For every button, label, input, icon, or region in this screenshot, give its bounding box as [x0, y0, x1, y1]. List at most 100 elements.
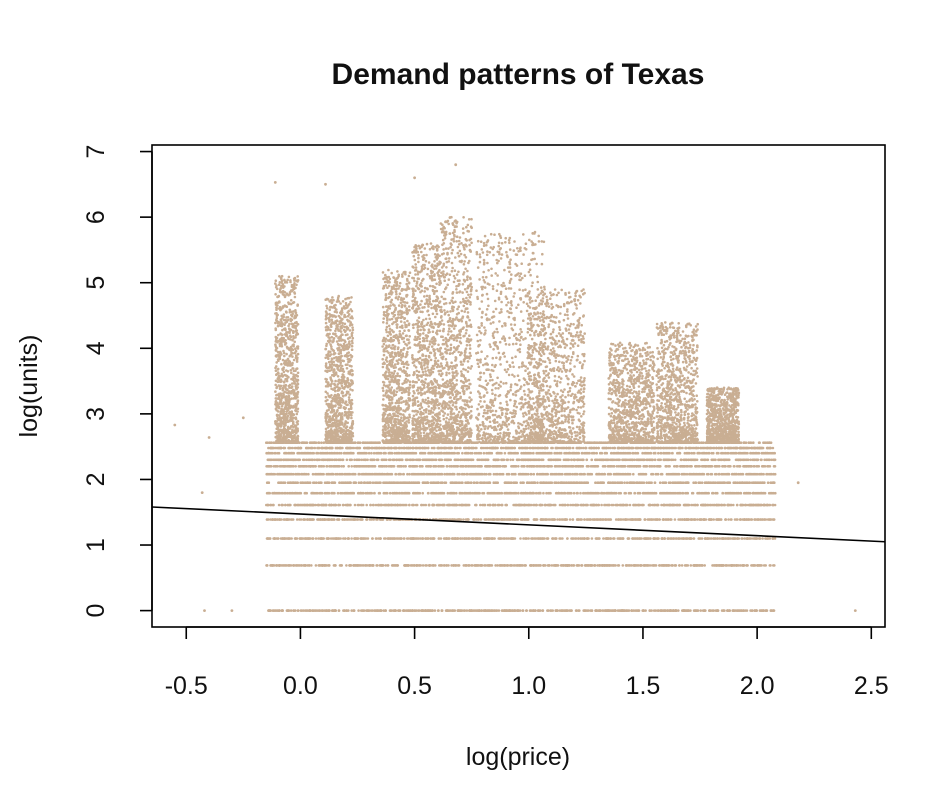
data-point [761, 537, 764, 540]
data-point [332, 503, 336, 507]
data-point [398, 472, 401, 476]
data-point [662, 491, 665, 495]
data-point [574, 472, 577, 476]
data-point [375, 564, 378, 567]
data-point [292, 609, 295, 612]
data-point [732, 564, 736, 567]
data-point [772, 472, 775, 476]
data-point [567, 481, 570, 485]
data-point [355, 465, 359, 468]
data-point [554, 537, 557, 540]
data-point [278, 609, 281, 612]
data-point [666, 564, 669, 567]
data-point [321, 472, 325, 476]
data-point [287, 609, 291, 612]
data-point [271, 609, 275, 612]
data-point [337, 518, 341, 521]
data-point [633, 503, 636, 507]
data-point [411, 481, 415, 485]
data-point [734, 537, 737, 540]
data-point [327, 491, 331, 495]
data-point [622, 503, 625, 507]
data-point [579, 472, 582, 476]
data-point [752, 465, 756, 468]
data-point [672, 472, 675, 476]
data-point [637, 564, 640, 567]
data-point [579, 518, 583, 521]
data-point [645, 465, 649, 468]
data-point [403, 564, 407, 567]
data-point [503, 564, 506, 567]
data-point [762, 491, 765, 495]
data-point [479, 518, 483, 521]
data-point [737, 465, 741, 468]
data-point [462, 518, 465, 521]
data-point [664, 518, 667, 521]
data-point [585, 458, 588, 462]
data-point [614, 518, 618, 521]
data-point [708, 609, 711, 612]
data-point [443, 564, 446, 567]
data-point [499, 537, 502, 540]
data-point [265, 518, 269, 521]
data-point [499, 564, 502, 567]
data-point [530, 481, 534, 485]
data-point [602, 481, 605, 485]
data-point [278, 518, 281, 521]
data-point [353, 465, 356, 468]
data-point [633, 491, 636, 495]
data-point [398, 503, 401, 507]
data-point [728, 609, 731, 612]
data-point [286, 491, 290, 495]
data-point [388, 491, 392, 495]
data-point [517, 609, 520, 612]
data-point [593, 503, 597, 507]
data-point [761, 518, 764, 521]
data-point [351, 518, 355, 521]
data-point [365, 518, 368, 521]
data-point [342, 465, 345, 468]
data-point [640, 481, 644, 485]
data-point [561, 537, 564, 540]
data-point [289, 491, 292, 495]
data-point [548, 503, 552, 507]
data-point [368, 518, 372, 521]
data-point [729, 465, 732, 468]
data-point [291, 564, 295, 567]
data-point [539, 518, 543, 521]
data-point [267, 481, 271, 485]
data-point [411, 503, 414, 507]
data-point [689, 518, 693, 521]
data-point [313, 481, 316, 485]
data-point [337, 609, 341, 612]
data-point [579, 503, 582, 507]
data-point [699, 537, 702, 540]
data-point [553, 518, 556, 521]
data-point [631, 481, 634, 485]
data-point [748, 491, 752, 495]
data-point [325, 465, 329, 468]
data-point [353, 537, 356, 540]
data-point [614, 503, 617, 507]
data-point [396, 465, 400, 468]
data-point [540, 472, 544, 476]
data-point [551, 609, 554, 612]
data-point [722, 609, 725, 612]
data-point [659, 491, 663, 495]
data-point [306, 503, 309, 507]
data-point [300, 481, 304, 485]
data-point [431, 609, 435, 612]
data-point [762, 564, 766, 567]
data-point [646, 537, 649, 540]
data-point [472, 518, 475, 521]
data-point [609, 472, 612, 476]
data-point [772, 518, 776, 521]
data-point [420, 609, 424, 612]
data-point [410, 472, 414, 476]
data-point [503, 518, 506, 521]
data-point [754, 537, 758, 540]
data-point [665, 503, 668, 507]
data-point [345, 458, 349, 462]
data-point [422, 503, 426, 507]
data-point [566, 503, 570, 507]
